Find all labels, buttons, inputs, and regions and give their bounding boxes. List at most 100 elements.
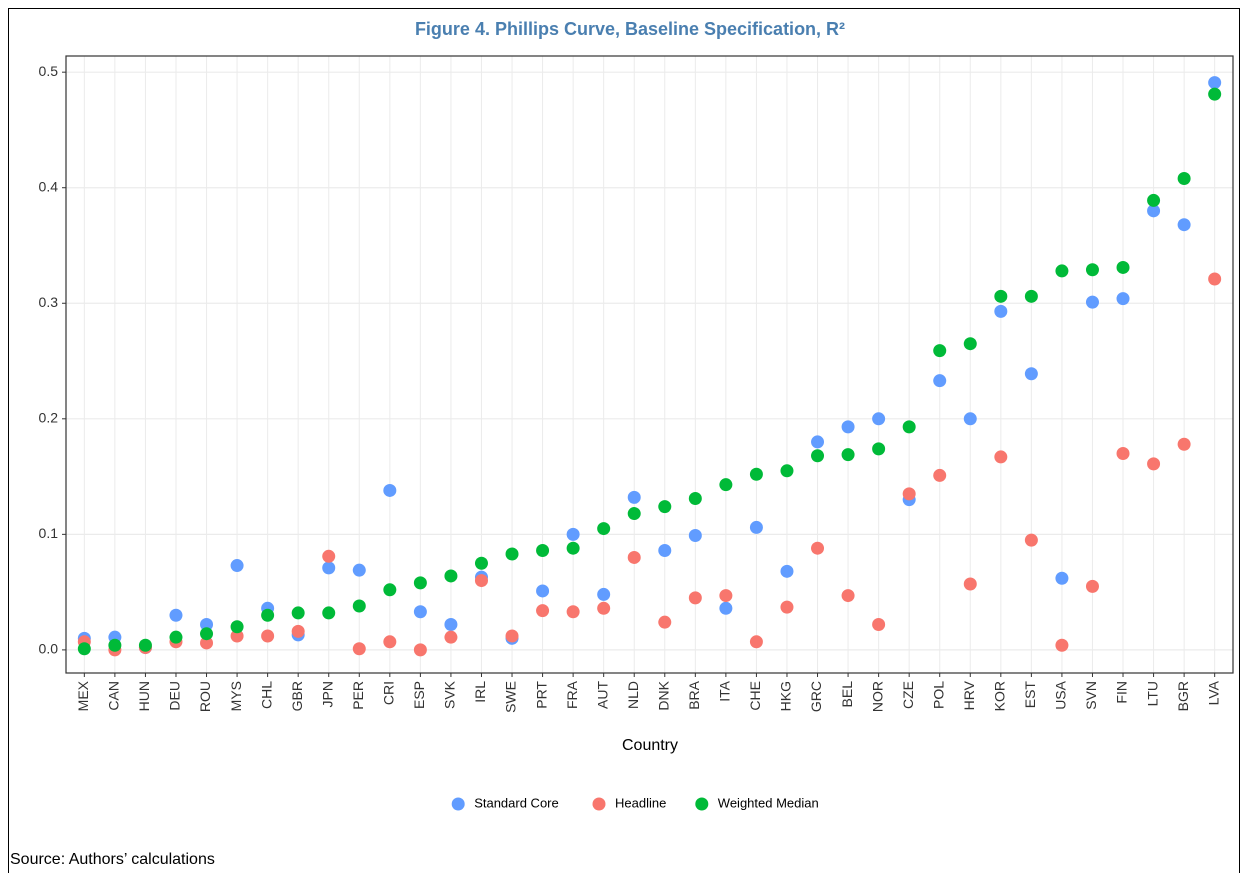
x-tick-label: PRT — [533, 681, 549, 709]
point — [474, 556, 488, 570]
point — [1177, 171, 1191, 185]
point — [627, 507, 641, 521]
point — [505, 629, 519, 643]
point — [322, 606, 336, 620]
x-tick-label: ESP — [411, 681, 427, 709]
point — [780, 564, 794, 578]
point — [658, 544, 672, 558]
point — [627, 550, 641, 564]
x-tick-label: SVK — [442, 680, 458, 709]
point — [688, 529, 702, 543]
x-tick-label: CHL — [258, 681, 274, 709]
x-tick-label: DEU — [167, 681, 183, 711]
point — [322, 549, 336, 563]
x-tick-label: LVA — [1205, 680, 1221, 705]
point — [536, 604, 550, 618]
point — [566, 605, 580, 619]
x-tick-label: IRL — [472, 681, 488, 703]
point — [963, 412, 977, 426]
point — [780, 600, 794, 614]
x-tick-label: POL — [930, 681, 946, 709]
source-note: Source: Authors’ calculations — [10, 851, 215, 868]
point — [383, 583, 397, 597]
y-tick-label: 0.1 — [39, 525, 59, 541]
point — [566, 541, 580, 555]
x-tick-label: HUN — [136, 681, 152, 711]
x-tick-label: SWE — [503, 681, 519, 713]
legend-label: Weighted Median — [718, 795, 819, 810]
point — [933, 374, 947, 388]
point — [322, 561, 336, 575]
point — [658, 615, 672, 629]
point — [230, 559, 244, 573]
point — [719, 478, 733, 492]
point — [719, 589, 733, 603]
x-tick-label: HKG — [778, 681, 794, 711]
point — [933, 344, 947, 358]
x-tick-label: BRA — [686, 680, 702, 709]
legend-marker — [451, 797, 465, 811]
point — [811, 541, 825, 555]
point — [413, 576, 427, 590]
x-tick-label: CAN — [106, 681, 122, 711]
point — [872, 412, 886, 426]
x-tick-label: PER — [350, 681, 366, 710]
x-tick-label: ROU — [197, 681, 213, 712]
x-tick-label: NOR — [869, 681, 885, 712]
point — [1024, 533, 1038, 547]
legend-label: Standard Core — [474, 795, 559, 810]
point — [413, 643, 427, 657]
point — [444, 617, 458, 631]
point — [566, 527, 580, 541]
x-tick-label: LTU — [1144, 681, 1160, 706]
x-tick-label: KOR — [992, 681, 1008, 711]
point — [749, 520, 763, 534]
point — [994, 289, 1008, 303]
point — [1177, 437, 1191, 451]
point — [811, 449, 825, 463]
x-tick-label: DNK — [655, 680, 671, 710]
point — [1055, 638, 1069, 652]
point — [536, 584, 550, 598]
point — [1147, 457, 1161, 471]
x-tick-label: FIN — [1114, 681, 1130, 704]
x-tick-label: CZE — [900, 681, 916, 709]
point — [230, 629, 244, 643]
point — [1147, 193, 1161, 207]
point — [719, 601, 733, 615]
x-tick-label: GRC — [808, 681, 824, 712]
x-tick-label: GBR — [289, 681, 305, 711]
point — [841, 420, 855, 434]
point — [1085, 579, 1099, 593]
point — [811, 435, 825, 449]
y-tick-label: 0.3 — [39, 294, 59, 310]
y-tick-label: 0.4 — [39, 178, 59, 194]
point — [169, 630, 183, 644]
y-tick-label: 0.0 — [39, 641, 59, 657]
point — [1208, 272, 1222, 286]
x-tick-label: BEL — [839, 681, 855, 708]
x-tick-label: MYS — [228, 681, 244, 711]
point — [77, 642, 91, 656]
point — [1116, 292, 1130, 306]
point — [169, 608, 183, 622]
x-tick-label: NLD — [625, 681, 641, 709]
point — [108, 638, 122, 652]
legend-marker — [695, 797, 709, 811]
plot-border — [65, 55, 1234, 674]
point — [200, 617, 214, 631]
point — [597, 522, 611, 536]
point — [872, 442, 886, 456]
legend-marker — [592, 797, 606, 811]
point — [505, 547, 519, 561]
x-tick-label: EST — [1022, 681, 1038, 709]
point — [200, 627, 214, 641]
x-tick-label: FRA — [564, 680, 580, 709]
point — [1055, 264, 1069, 278]
x-tick-label: BGR — [1175, 681, 1191, 711]
point — [536, 544, 550, 558]
point — [474, 574, 488, 588]
x-tick-label: MEX — [75, 680, 91, 711]
point — [658, 500, 672, 514]
